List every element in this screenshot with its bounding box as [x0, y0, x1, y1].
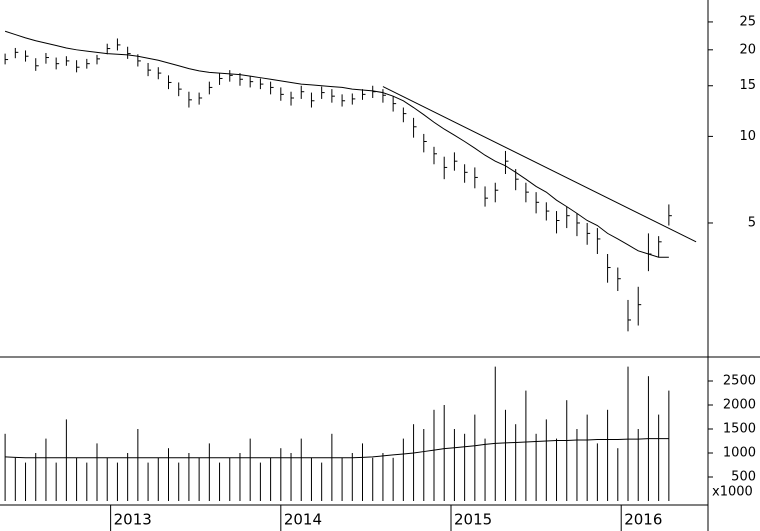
x-tick-label: 2015: [454, 511, 492, 529]
y-tick-label: 1000: [723, 446, 756, 461]
volume-unit: x1000: [712, 485, 753, 500]
y-tick-label: 25: [739, 14, 756, 29]
y-tick-label: 15: [739, 78, 756, 93]
y-tick-label: 10: [739, 129, 756, 144]
x-tick-label: 2013: [114, 511, 152, 529]
y-tick-label: 2500: [723, 374, 756, 389]
trendline: [382, 86, 697, 243]
y-tick-label: 1500: [723, 422, 756, 437]
x-tick-label: 2016: [624, 511, 662, 529]
moving-average: [4, 30, 669, 258]
y-tick-label: 2000: [723, 398, 756, 413]
y-tick-label: 500: [731, 470, 756, 485]
x-tick-label: 2014: [284, 511, 322, 529]
volume-average: [5, 438, 669, 459]
y-tick-label: 20: [739, 42, 756, 57]
y-tick-label: 5: [748, 215, 756, 230]
